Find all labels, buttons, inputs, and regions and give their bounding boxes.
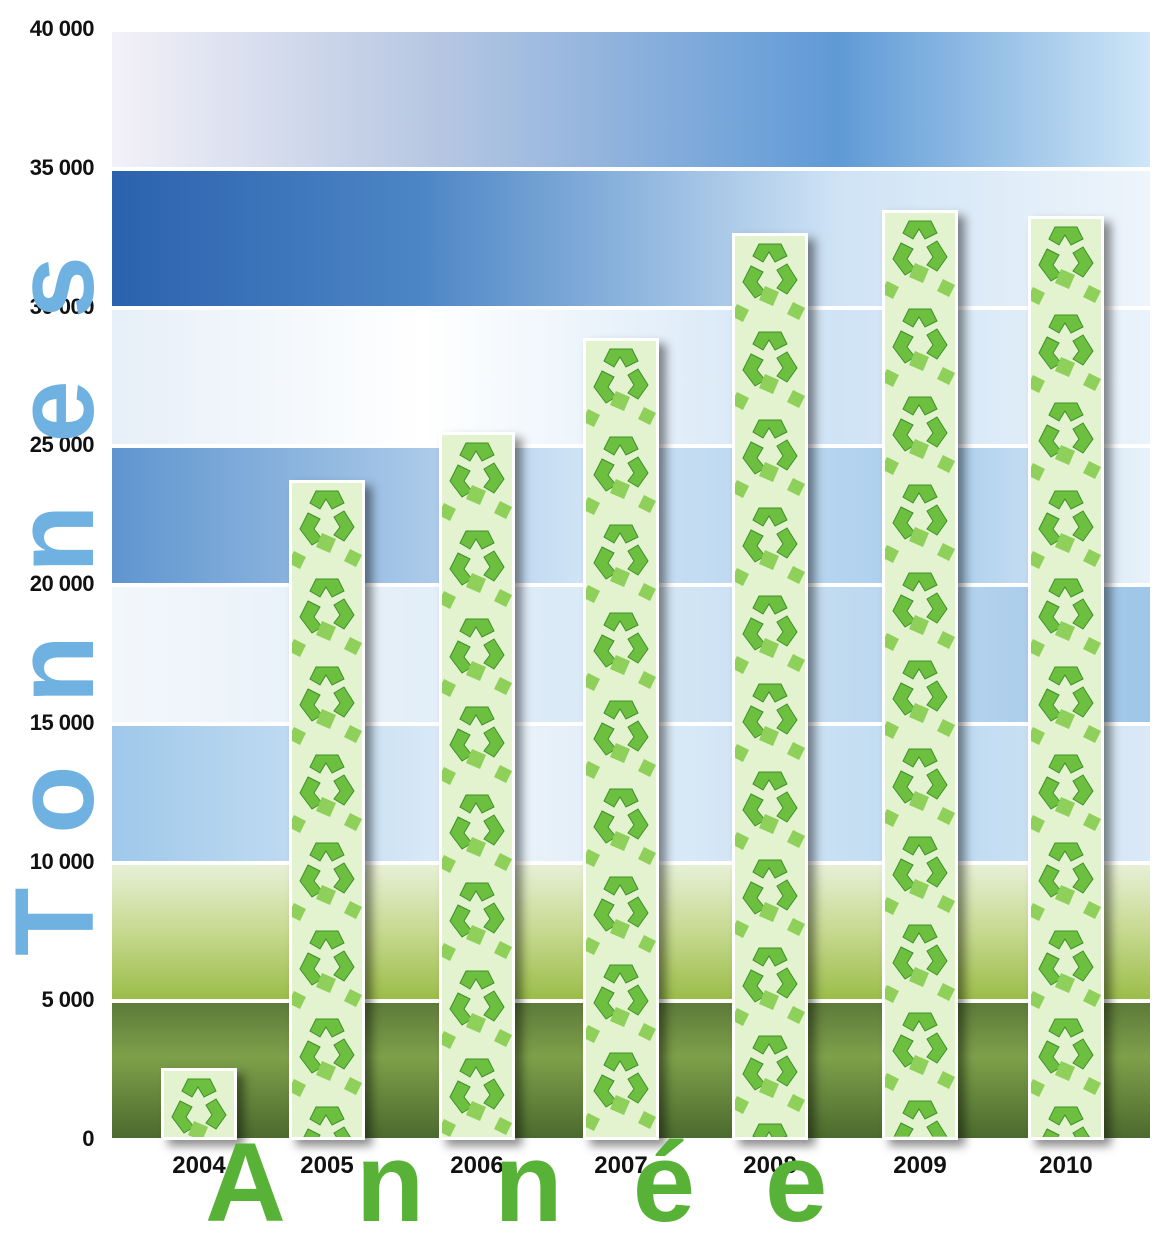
y-tick-label: 30 000	[29, 293, 95, 319]
y-tick-label: 5 000	[41, 987, 94, 1013]
y-axis-title: Tonnes	[0, 194, 118, 956]
x-tick-label: 2010	[1039, 1152, 1093, 1179]
x-tick-label: 2008	[743, 1152, 797, 1179]
x-tick-label: 2005	[300, 1152, 354, 1179]
y-tick-label: 10 000	[29, 848, 95, 874]
bar-2004	[161, 1067, 237, 1140]
x-tick-label: 2009	[893, 1152, 947, 1179]
y-tick-label: 40 000	[29, 16, 95, 41]
recycle-icon	[442, 435, 512, 1137]
bar-2007	[583, 338, 659, 1140]
y-axis-title-wrap: Tonnes	[0, 180, 118, 970]
x-tick-label: 2007	[594, 1152, 648, 1179]
y-tick-label: 35 000	[29, 154, 95, 180]
background-band	[112, 170, 1150, 306]
recycle-icon	[885, 213, 955, 1137]
x-axis-title: Année	[205, 1120, 898, 1245]
y-tick-label: 0	[82, 1126, 94, 1151]
y-tick-label: 15 000	[29, 709, 95, 735]
bar-2010	[1028, 215, 1104, 1140]
y-tick-label: 20 000	[29, 571, 95, 596]
bar-2009	[882, 210, 958, 1140]
bar-2008	[732, 232, 808, 1140]
y-tick-label: 25 000	[29, 432, 95, 458]
recycle-icon	[1031, 218, 1101, 1137]
recycle-icon	[735, 235, 805, 1137]
bar-2006	[439, 432, 515, 1140]
bar-2005	[289, 479, 365, 1140]
x-tick-label: 2006	[450, 1152, 504, 1179]
x-tick-label: 2004	[172, 1152, 226, 1179]
recycle-icon	[164, 1070, 234, 1137]
background-band	[112, 32, 1150, 167]
recycle-icon	[586, 341, 656, 1137]
recycle-icon	[292, 482, 362, 1137]
